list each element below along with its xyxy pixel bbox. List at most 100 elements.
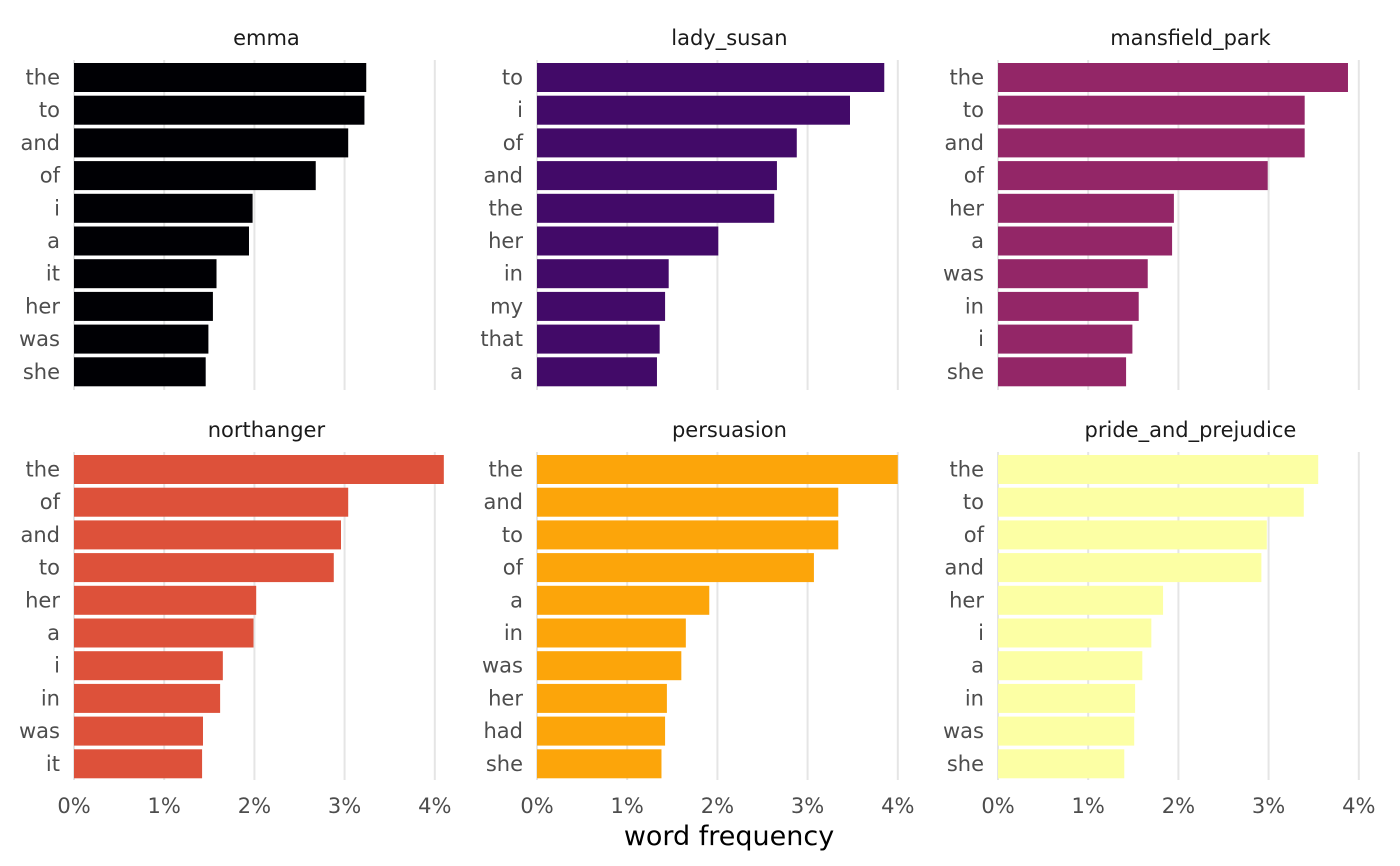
bar-northanger-in — [74, 683, 221, 713]
bar-pride_and_prejudice-and — [998, 553, 1262, 583]
bar-mansfield_park-she — [998, 357, 1127, 387]
category-label: and — [483, 490, 523, 514]
category-label: was — [19, 327, 60, 351]
category-label: it — [46, 752, 60, 776]
bar-persuasion-of — [537, 553, 814, 583]
category-label: her — [25, 294, 60, 318]
bar-pride_and_prejudice-of — [998, 520, 1267, 550]
bar-northanger-her — [74, 585, 257, 615]
category-label: was — [482, 654, 523, 678]
bar-pride_and_prejudice-the — [998, 455, 1319, 484]
category-label: in — [965, 294, 984, 318]
category-label: to — [39, 556, 60, 580]
bar-northanger-i — [74, 651, 223, 681]
category-label: of — [40, 164, 61, 188]
bar-northanger-was — [74, 716, 203, 746]
bar-lady_susan-in — [537, 259, 669, 289]
category-label: in — [41, 686, 60, 710]
category-label: the — [950, 66, 984, 90]
category-label: i — [54, 654, 60, 678]
category-label: to — [502, 66, 523, 90]
facet-title: mansfield_park — [1110, 26, 1271, 51]
x-tick-label: 0% — [981, 794, 1014, 818]
category-label: a — [971, 229, 984, 253]
bar-lady_susan-a — [537, 357, 657, 387]
bar-emma-was — [74, 324, 209, 354]
category-label: to — [963, 98, 984, 122]
category-label: her — [25, 588, 60, 612]
category-label: was — [943, 719, 984, 743]
facets: emmathetoandofiaitherwasshelady_susantoi… — [19, 26, 1375, 818]
bar-pride_and_prejudice-to — [998, 487, 1304, 517]
bar-persuasion-to — [537, 520, 839, 550]
category-label: i — [978, 327, 984, 351]
bar-lady_susan-i — [537, 95, 850, 125]
category-label: to — [502, 523, 523, 547]
bar-pride_and_prejudice-in — [998, 683, 1136, 713]
bar-persuasion-the — [537, 455, 898, 484]
bar-mansfield_park-and — [998, 128, 1305, 158]
category-label: i — [54, 196, 60, 220]
bar-mansfield_park-of — [998, 161, 1268, 191]
category-label: her — [949, 588, 984, 612]
facet-title: lady_susan — [671, 26, 787, 51]
bar-emma-and — [74, 128, 349, 158]
bar-northanger-to — [74, 553, 334, 583]
category-label: of — [503, 556, 524, 580]
bar-emma-she — [74, 357, 206, 387]
category-label: of — [964, 164, 985, 188]
bar-mansfield_park-was — [998, 259, 1148, 289]
facet-emma: emma the to and of ia it her was she — [19, 26, 436, 390]
bar-northanger-of — [74, 487, 349, 517]
x-tick-label: 2% — [1162, 794, 1195, 818]
x-axis-title: word frequency — [624, 821, 834, 852]
facet-title: pride_and_prejudice — [1085, 418, 1297, 443]
category-label: she — [947, 360, 984, 384]
x-tick-label: 2% — [238, 794, 271, 818]
category-label: she — [486, 752, 523, 776]
bar-lady_susan-that — [537, 324, 660, 354]
category-label: a — [510, 588, 523, 612]
category-label: of — [503, 131, 524, 155]
bar-emma-the — [74, 63, 367, 92]
x-tick-label: 3% — [791, 794, 824, 818]
category-label: and — [20, 523, 60, 547]
facet-title: persuasion — [672, 418, 787, 442]
category-label: and — [944, 556, 984, 580]
bar-emma-i — [74, 193, 253, 223]
category-label: in — [965, 686, 984, 710]
bar-lady_susan-her — [537, 226, 719, 256]
category-label: was — [943, 262, 984, 286]
category-label: that — [480, 327, 523, 351]
x-tick-label: 2% — [701, 794, 734, 818]
category-label: was — [19, 719, 60, 743]
category-label: to — [963, 490, 984, 514]
x-tick-label: 0% — [57, 794, 90, 818]
bar-northanger-and — [74, 520, 341, 550]
category-label: a — [510, 360, 523, 384]
x-tick-label: 1% — [611, 794, 644, 818]
facet-title: northanger — [208, 418, 326, 442]
bar-lady_susan-and — [537, 161, 777, 191]
category-label: of — [40, 490, 61, 514]
category-label: in — [504, 262, 523, 286]
x-tick-label: 4% — [881, 794, 914, 818]
bar-persuasion-had — [537, 716, 666, 746]
bar-pride_and_prejudice-her — [998, 585, 1164, 615]
x-tick-label: 1% — [1072, 794, 1105, 818]
category-label: her — [488, 686, 523, 710]
category-label: a — [47, 229, 60, 253]
bar-emma-her — [74, 291, 213, 321]
category-label: she — [947, 752, 984, 776]
category-label: her — [949, 196, 984, 220]
x-tick-label: 4% — [1342, 794, 1375, 818]
category-label: her — [488, 229, 523, 253]
bar-persuasion-she — [537, 749, 662, 779]
bar-persuasion-in — [537, 618, 686, 648]
bar-mansfield_park-i — [998, 324, 1133, 354]
bar-northanger-it — [74, 749, 203, 779]
bar-northanger-a — [74, 618, 254, 648]
category-label: and — [944, 131, 984, 155]
